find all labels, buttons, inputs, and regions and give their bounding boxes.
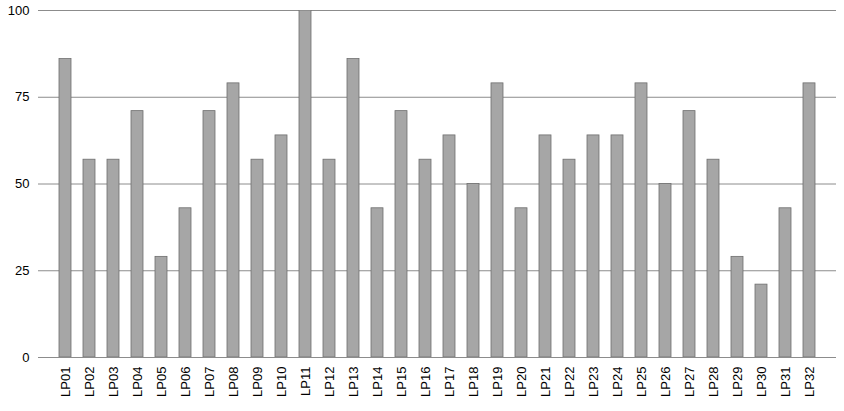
svg-text:LP32: LP32 xyxy=(802,367,817,397)
svg-text:75: 75 xyxy=(15,89,29,104)
svg-text:LP14: LP14 xyxy=(370,367,385,397)
svg-text:LP26: LP26 xyxy=(658,367,673,397)
svg-text:LP11: LP11 xyxy=(298,367,313,396)
svg-text:LP18: LP18 xyxy=(466,367,481,397)
svg-text:LP22: LP22 xyxy=(562,367,577,397)
svg-text:LP28: LP28 xyxy=(706,367,721,397)
svg-text:LP20: LP20 xyxy=(514,367,529,397)
svg-text:LP12: LP12 xyxy=(322,367,337,397)
svg-text:LP16: LP16 xyxy=(418,367,433,397)
svg-text:LP04: LP04 xyxy=(130,367,145,397)
svg-text:LP29: LP29 xyxy=(730,367,745,397)
svg-text:LP25: LP25 xyxy=(634,367,649,397)
svg-text:LP23: LP23 xyxy=(586,367,601,397)
svg-text:LP05: LP05 xyxy=(154,367,169,397)
svg-text:LP21: LP21 xyxy=(538,367,553,397)
svg-text:25: 25 xyxy=(15,263,29,278)
svg-text:LP19: LP19 xyxy=(490,367,505,397)
svg-text:100: 100 xyxy=(8,3,30,18)
svg-text:0: 0 xyxy=(22,350,29,365)
svg-text:LP02: LP02 xyxy=(82,367,97,397)
svg-text:LP31: LP31 xyxy=(778,367,793,397)
svg-text:LP13: LP13 xyxy=(346,367,361,397)
svg-text:LP08: LP08 xyxy=(226,367,241,397)
svg-text:LP06: LP06 xyxy=(178,367,193,397)
svg-text:LP30: LP30 xyxy=(754,367,769,397)
svg-text:LP27: LP27 xyxy=(682,367,697,397)
svg-text:LP09: LP09 xyxy=(250,367,265,397)
svg-text:LP15: LP15 xyxy=(394,367,409,397)
svg-text:LP10: LP10 xyxy=(274,367,289,397)
svg-text:LP03: LP03 xyxy=(106,367,121,397)
svg-text:LP01: LP01 xyxy=(58,367,73,397)
svg-text:LP24: LP24 xyxy=(610,367,625,397)
svg-text:LP17: LP17 xyxy=(442,367,457,397)
svg-text:50: 50 xyxy=(15,176,29,191)
svg-text:LP07: LP07 xyxy=(202,367,217,397)
